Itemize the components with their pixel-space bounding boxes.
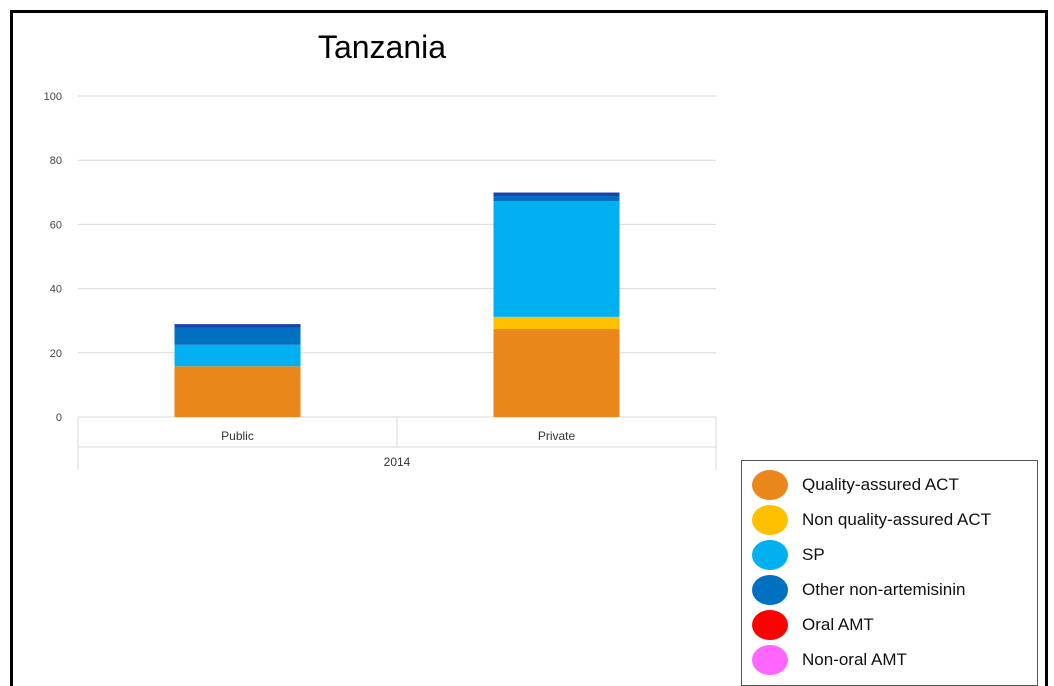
bar-segment (493, 200, 620, 317)
x-category-label: Public (221, 429, 254, 443)
legend-swatch (752, 539, 788, 570)
legend-label: SP (802, 544, 825, 564)
y-tick-label: 40 (50, 284, 62, 296)
legend-label: Oral AMT (802, 614, 874, 634)
legend-item: SP (752, 537, 1037, 572)
legend-label: Non-oral AMT (802, 649, 907, 669)
bar-segment (174, 344, 301, 367)
bar-segment (493, 329, 620, 417)
legend-item: Non-oral AMT (752, 642, 1037, 677)
legend-item: Quality-assured ACT (752, 467, 1037, 502)
legend-label: Quality-assured ACT (802, 474, 959, 494)
legend-item: Other non-artemisinin (752, 572, 1037, 607)
legend-swatch (752, 609, 788, 640)
y-tick-label: 20 (50, 348, 62, 360)
legend-label: Non quality-assured ACT (802, 509, 991, 529)
legend-item: Non quality-assured ACT (752, 502, 1037, 537)
legend-item: Oral AMT (752, 607, 1037, 642)
bar-segment (493, 192, 620, 201)
bar-segment (174, 324, 301, 345)
y-tick-label: 0 (56, 412, 62, 424)
legend-label: Other non-artemisinin (802, 579, 966, 599)
bar-top-edge (493, 192, 620, 196)
legend-swatch (752, 574, 788, 605)
bar-segment (174, 366, 301, 417)
bar-top-edge (174, 324, 301, 328)
bar-segment (493, 316, 620, 330)
bars (174, 192, 620, 417)
legend-swatch (752, 504, 788, 535)
legend-swatch (752, 469, 788, 500)
legend-swatch (752, 644, 788, 675)
y-tick-label: 60 (50, 219, 62, 231)
chart-title: Tanzania (318, 29, 446, 65)
gridlines (78, 95, 716, 354)
y-tick-label: 80 (50, 155, 62, 167)
y-tick-label: 100 (44, 91, 62, 103)
x-group-label: 2014 (384, 455, 411, 469)
legend: Quality-assured ACT Non quality-assured A… (741, 460, 1038, 686)
axis-labels: 0 20 40 60 80 100 Public Private 2014 (44, 91, 576, 469)
x-category-label: Private (538, 429, 576, 443)
